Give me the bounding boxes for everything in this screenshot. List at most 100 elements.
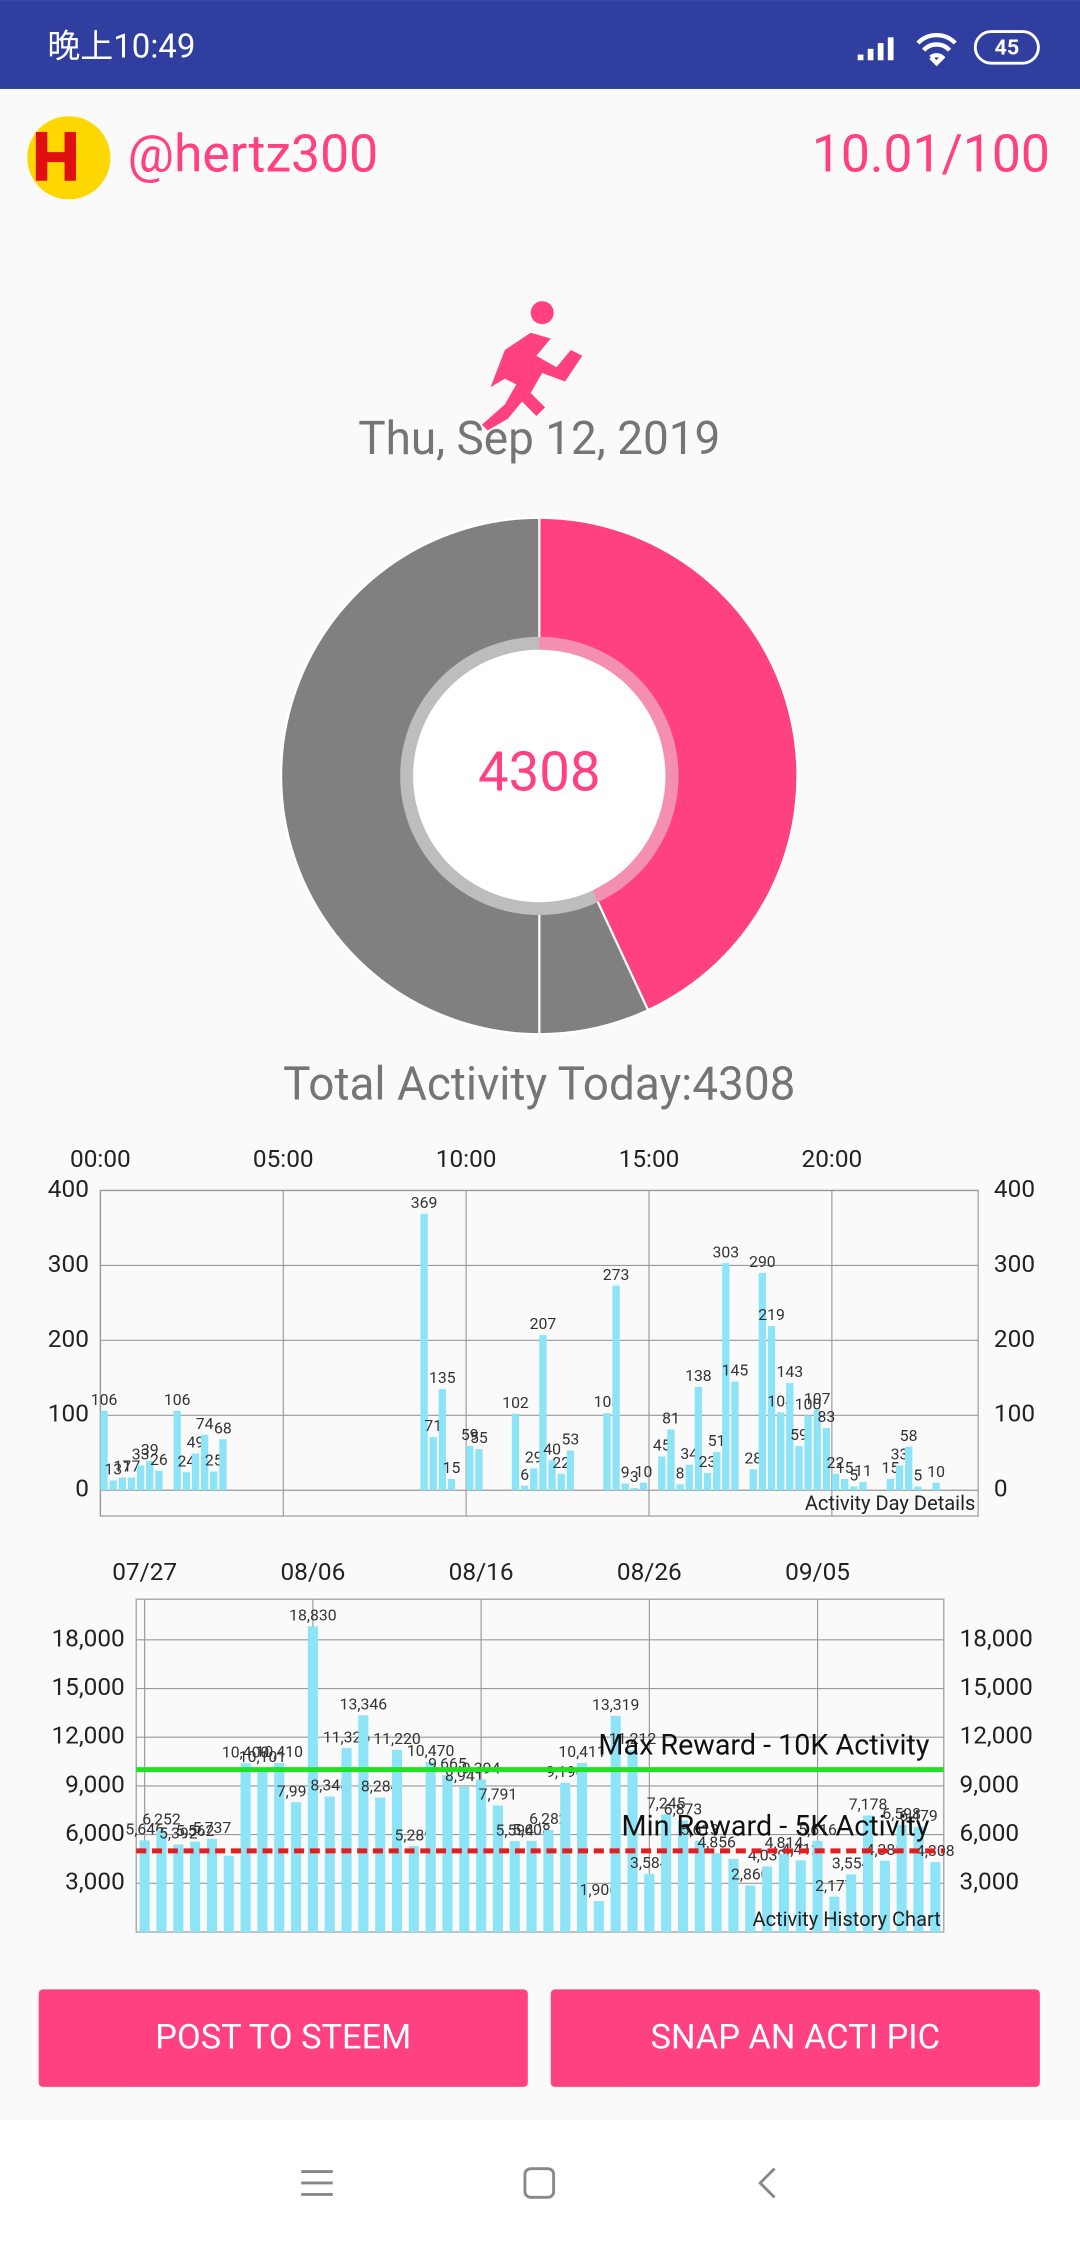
value-label: 25	[205, 1451, 223, 1470]
value-label: 290	[749, 1252, 776, 1271]
value-label: 3,584	[630, 1853, 669, 1872]
value-label: 17	[123, 1457, 141, 1476]
value-label: 6,252	[142, 1810, 181, 1829]
y-tick-label: 6,000	[65, 1818, 125, 1847]
y-tick-label: 12,000	[51, 1721, 124, 1750]
value-label: 10	[635, 1462, 653, 1481]
bar	[530, 1468, 538, 1491]
bar	[139, 1840, 150, 1932]
post-button[interactable]	[38, 1989, 528, 2087]
value-label: 138	[685, 1366, 712, 1385]
bar	[219, 1439, 227, 1491]
bar	[879, 1860, 890, 1932]
bar	[795, 1860, 806, 1932]
username[interactable]: @hertz300	[128, 123, 378, 184]
value-label: 59	[790, 1425, 808, 1444]
value-label: 83	[818, 1407, 836, 1426]
bar	[850, 1486, 858, 1491]
wifi-icon	[916, 32, 957, 67]
bar	[795, 1446, 803, 1491]
x-tick-label: 09/05	[785, 1557, 850, 1586]
value-label: 53	[562, 1430, 580, 1449]
bar	[859, 1481, 867, 1491]
y2-tick-label: 9,000	[960, 1769, 1020, 1798]
value-label: 26	[150, 1450, 168, 1469]
value-label: 1,906	[580, 1880, 619, 1899]
value-label: 24	[177, 1451, 195, 1470]
post-button-label[interactable]: POST TO STEEM	[155, 2018, 411, 2058]
value-label: 49	[187, 1433, 205, 1452]
bar	[526, 1840, 537, 1932]
value-label: 13,319	[592, 1695, 639, 1714]
y-tick-label: 400	[48, 1174, 89, 1203]
x-tick-label: 20:00	[802, 1144, 863, 1173]
bar	[676, 1484, 684, 1491]
value-label: 8,284	[361, 1777, 400, 1796]
bar	[476, 1779, 487, 1932]
value-label: 9	[621, 1463, 630, 1482]
bar	[905, 1446, 913, 1491]
value-label: 74	[196, 1414, 214, 1433]
bar	[762, 1866, 773, 1932]
bar	[886, 1478, 895, 1491]
value-label: 4,814	[765, 1833, 804, 1852]
value-label: 5,562	[176, 1821, 215, 1840]
bar	[274, 1763, 285, 1932]
value-label: 3	[630, 1467, 639, 1486]
bar	[703, 1473, 712, 1491]
date: Thu, Sep 12, 2019	[358, 412, 720, 466]
bar	[895, 1465, 904, 1491]
battery-icon	[973, 30, 1040, 65]
plot-frame	[135, 1598, 945, 1933]
bar	[804, 1415, 812, 1491]
value-label: 15	[443, 1458, 461, 1477]
bar	[694, 1840, 705, 1932]
bar	[548, 1460, 556, 1491]
bar	[240, 1763, 251, 1932]
value-label: 135	[429, 1368, 456, 1387]
value-label: 55	[470, 1428, 488, 1447]
signal-icon	[857, 37, 894, 61]
x-tick-label: 15:00	[619, 1144, 680, 1173]
value-label: 5	[849, 1466, 858, 1485]
value-label: 81	[662, 1409, 680, 1428]
bar	[539, 1335, 547, 1491]
bar	[731, 1381, 739, 1491]
value-label: 5,594	[495, 1820, 534, 1839]
bar	[577, 1763, 588, 1932]
bar	[560, 1782, 571, 1932]
value-label: 11,220	[373, 1729, 420, 1748]
y2-tick-label: 0	[994, 1474, 1008, 1503]
bar	[223, 1855, 234, 1932]
value-label: 7,245	[647, 1794, 686, 1813]
bar	[778, 1853, 789, 1932]
x-tick-label: 10:00	[436, 1144, 497, 1173]
value-label: 8	[676, 1463, 685, 1482]
bar	[644, 1873, 655, 1932]
bar	[566, 1450, 575, 1491]
bar	[758, 1272, 767, 1491]
status-bar	[0, 0, 1080, 89]
menu-button[interactable]	[301, 2170, 333, 2196]
value-label: 2,860	[731, 1865, 770, 1884]
back-button[interactable]	[758, 2167, 776, 2199]
value-label: 5,616	[798, 1820, 837, 1839]
bar	[913, 1826, 924, 1932]
home-button[interactable]	[523, 2167, 556, 2199]
snap-button[interactable]	[550, 1989, 1040, 2087]
value-label: 45	[653, 1436, 671, 1455]
bar	[375, 1797, 386, 1932]
y2-tick-label: 12,000	[960, 1721, 1033, 1750]
value-label: 6,282	[529, 1809, 568, 1828]
bar	[621, 1483, 629, 1491]
value-label: 4,308	[916, 1841, 955, 1860]
value-label: 6	[520, 1465, 529, 1484]
snap-button-label[interactable]: SNAP AN ACTI PIC	[651, 2018, 941, 2058]
x-tick-label: 07/27	[112, 1557, 177, 1586]
center-label: 4308	[478, 740, 601, 804]
bar	[822, 1428, 831, 1491]
bar	[593, 1901, 604, 1932]
value-label: 5,646	[125, 1819, 164, 1838]
